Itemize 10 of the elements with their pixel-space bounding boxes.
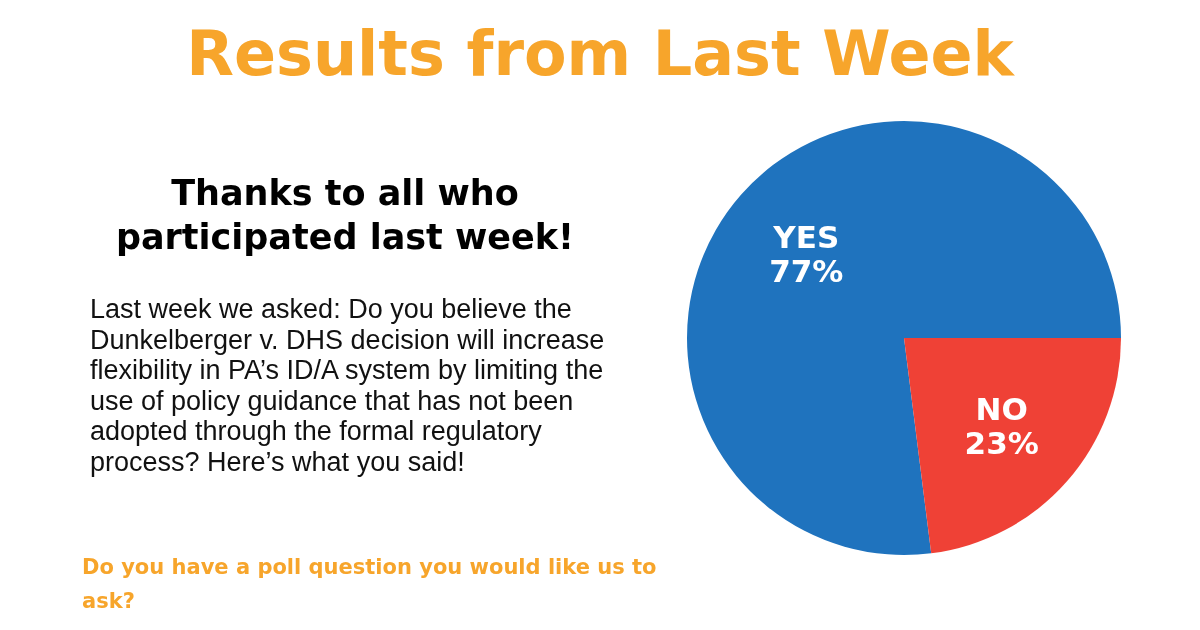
slice-label: NO: [975, 391, 1028, 428]
slice-label: YES: [772, 218, 840, 255]
chart-title: Results from Last Week: [186, 17, 1016, 90]
pie-slice: [904, 338, 1121, 554]
data-label: 23%: [964, 425, 1039, 462]
pie-slice: [687, 121, 1121, 555]
text: Last week we asked: Do you believe the Dunkelberger v. DHS decision will increase flexibility in PA’s ID/A system by limiting the use of policy guidance that has not been adopted through the formal regulatory process? Here’s what you said!: [90, 294, 605, 477]
data-label: 77%: [769, 252, 844, 289]
text: Do you have a poll question you would like us to ask?: [82, 555, 657, 613]
text: Thanks to all who participated last week!: [115, 173, 575, 257]
